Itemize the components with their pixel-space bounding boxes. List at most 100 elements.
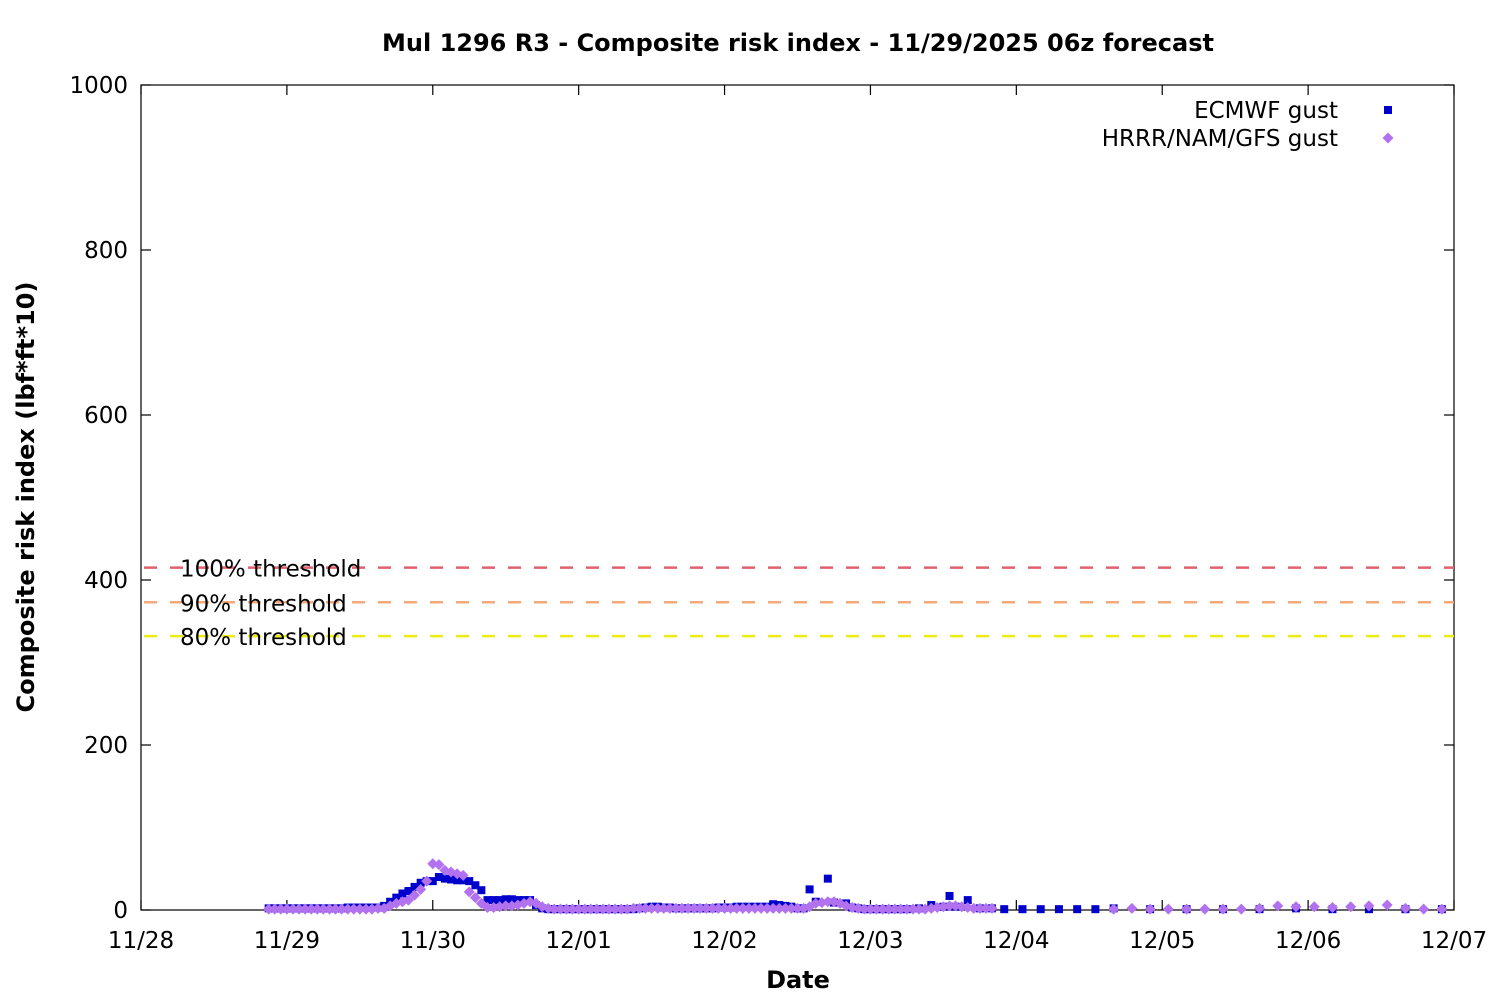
hrrr-point (567, 903, 579, 915)
hrrr-point (731, 902, 743, 914)
ecmwf-point (398, 889, 407, 898)
threshold-label: 80% threshold (180, 625, 347, 651)
hrrr-point (402, 894, 414, 906)
legend-marker (1384, 106, 1392, 114)
hrrr-point (1418, 903, 1430, 915)
hrrr-point (415, 883, 427, 895)
hrrr-point (779, 902, 791, 914)
hrrr-point (980, 902, 992, 914)
hrrr-point (1217, 903, 1229, 915)
ecmwf-point (434, 873, 443, 881)
hrrr-point (317, 903, 329, 915)
hrrr-point (627, 902, 639, 914)
hrrr-point (293, 903, 305, 915)
ecmwf-point (447, 875, 456, 884)
thresholds: 100% threshold 90% threshold 80% threshold (144, 557, 1454, 651)
ecmwf-point (477, 886, 486, 895)
hrrr-point (287, 903, 299, 915)
hrrr-point (773, 902, 785, 914)
ecmwf-point (404, 887, 413, 896)
hrrr-point (858, 903, 870, 915)
hrrr-point (706, 902, 718, 914)
ecmwf-point (805, 885, 814, 894)
hrrr-point (1126, 902, 1138, 914)
ecmwf-point (1054, 905, 1063, 914)
hrrr-point (1162, 903, 1174, 915)
hrrr-point (676, 902, 688, 914)
y-tick-label: 600 (84, 403, 128, 429)
legend-label: HRRR/NAM/GFS gust (1102, 126, 1338, 152)
hrrr-point (1399, 902, 1411, 914)
ecmwf-point (945, 891, 954, 900)
hrrr-point (688, 902, 700, 914)
ecmwf-point (440, 874, 449, 883)
hrrr-point (871, 903, 883, 915)
hrrr-point (1181, 903, 1193, 915)
hrrr-point (348, 903, 360, 915)
ecmwf-point (1091, 905, 1100, 914)
hrrr-point (311, 903, 323, 915)
x-axis-label: Date (766, 966, 830, 994)
hrrr-point (1199, 903, 1211, 915)
hrrr-point (700, 902, 712, 914)
ecmwf-point (483, 896, 492, 905)
hrrr-point (500, 900, 512, 912)
hrrr-point (889, 903, 901, 915)
hrrr-point (1235, 903, 1247, 915)
hrrr-point (305, 903, 317, 915)
hrrr-point (864, 903, 876, 915)
hrrr-point (737, 902, 749, 914)
hrrr-point (639, 902, 651, 914)
x-tick-label: 11/28 (108, 928, 174, 954)
hrrr-point (1363, 900, 1375, 912)
y-tick-label: 800 (84, 238, 128, 264)
hrrr-point (1272, 900, 1284, 912)
hrrr-point (609, 903, 621, 915)
hrrr-point (664, 902, 676, 914)
hrrr-point (409, 889, 421, 901)
hrrr-point (646, 902, 658, 914)
hrrr-point (342, 903, 354, 915)
hrrr-point (469, 892, 481, 904)
hrrr-point (269, 903, 281, 915)
hrrr-point (1308, 901, 1320, 913)
hrrr-point (360, 903, 372, 915)
hrrr-point (336, 903, 348, 915)
hrrr-point (554, 903, 566, 915)
hrrr-point (877, 903, 889, 915)
hrrr-point (749, 902, 761, 914)
ecmwf-point (823, 874, 832, 883)
hrrr-point (1326, 902, 1338, 914)
hrrr-point (755, 902, 767, 914)
hrrr-point (354, 903, 366, 915)
x-tick-label: 12/01 (546, 928, 612, 954)
hrrr-point (913, 903, 925, 915)
ecmwf-point (495, 896, 504, 905)
hrrr-point (907, 903, 919, 915)
hrrr-point (548, 903, 560, 915)
hrrr-point (725, 902, 737, 914)
hrrr-point (1345, 901, 1357, 913)
hrrr-point (682, 902, 694, 914)
hrrr-point (761, 902, 773, 914)
hrrr-point (323, 903, 335, 915)
hrrr-point (457, 869, 469, 881)
hrrr-point (597, 903, 609, 915)
x-tick-label: 12/02 (691, 928, 757, 954)
hrrr-point (743, 902, 755, 914)
hrrr-point (561, 903, 573, 915)
threshold-label: 90% threshold (180, 591, 347, 617)
hrrr-point (1254, 902, 1266, 914)
y-tick-label: 1000 (69, 73, 128, 99)
y-tick-label: 0 (113, 898, 128, 924)
hrrr-point (1290, 901, 1302, 913)
hrrr-point (603, 903, 615, 915)
hrrr-point (901, 903, 913, 915)
y-tick-label: 200 (84, 733, 128, 759)
hrrr-point (986, 902, 998, 914)
x-tick-label: 12/07 (1421, 928, 1487, 954)
ecmwf-point (471, 881, 480, 890)
plot-frame (140, 84, 1455, 911)
hrrr-point (785, 902, 797, 914)
hrrr-point (974, 902, 986, 914)
